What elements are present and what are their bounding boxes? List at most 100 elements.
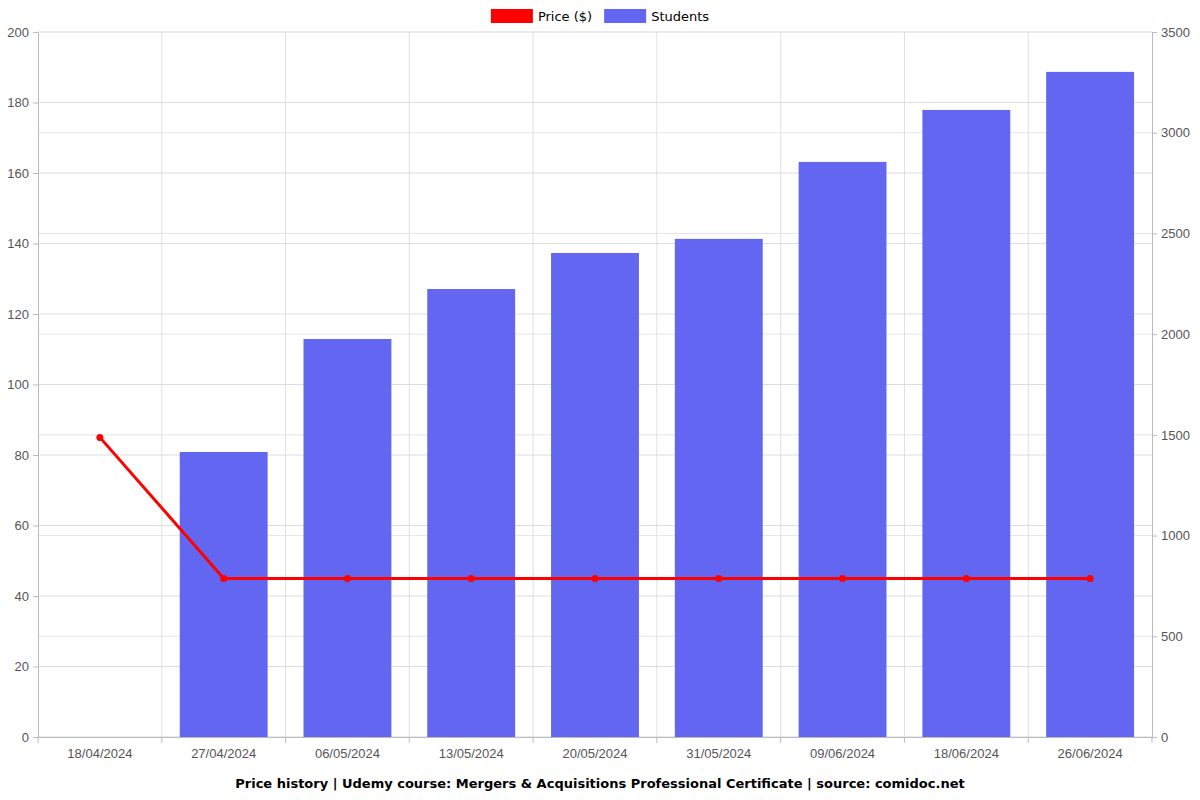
tick-mark: [33, 32, 38, 33]
tick: 120: [7, 307, 38, 322]
tick-mark: [33, 103, 38, 104]
grid: [38, 32, 1152, 737]
title: Price history | Udemy course: Mergers & …: [235, 776, 964, 791]
tick-label: 18/06/2024: [934, 746, 999, 761]
grid-line-vertical: [409, 32, 410, 737]
x-axis: 18/04/2024 27/04/2024 06/05/2024 13/05/2024…: [38, 737, 1153, 761]
grid-line: [38, 32, 1152, 33]
tick: 500: [1152, 629, 1183, 644]
tick-mark: [33, 596, 38, 597]
axis-line: [1153, 33, 1158, 738]
legend-label: Students: [651, 9, 709, 24]
tick-mark: [1028, 737, 1029, 743]
marker: [1087, 575, 1094, 582]
grid-line: [38, 102, 1152, 103]
tick-mark: [1152, 737, 1157, 738]
tick: 80: [15, 448, 38, 463]
tick-label: 20/05/2024: [562, 746, 627, 761]
tick-label: 20: [15, 659, 29, 674]
legend-item: Students: [604, 9, 709, 24]
bar: [427, 289, 515, 737]
grid-line-vertical: [161, 32, 162, 737]
chart: 0204060801001201401601802000500100015002…: [0, 0, 1200, 800]
plot: 0204060801001201401601802000500100015002…: [7, 25, 1190, 762]
tick-label: 31/05/2024: [686, 746, 751, 761]
grid-line-vertical: [904, 32, 905, 737]
tick: 1500: [1152, 428, 1190, 443]
legend-swatch: [491, 9, 533, 23]
tick-label: 120: [7, 307, 29, 322]
marker: [592, 575, 599, 582]
tick: 06/05/2024: [315, 737, 380, 761]
tick: 140: [7, 236, 38, 251]
tick-mark: [1152, 536, 1157, 537]
tick-label: 13/05/2024: [439, 746, 504, 761]
tick-mark: [33, 526, 38, 527]
marker: [220, 575, 227, 582]
tick-label: 06/05/2024: [315, 746, 380, 761]
axis-line: [33, 33, 39, 738]
tick-label: 1500: [1161, 428, 1190, 443]
tick-label: 18/04/2024: [67, 746, 132, 761]
grid-line-vertical: [780, 32, 781, 737]
tick: 100: [7, 377, 38, 392]
tick: 26/06/2024: [1058, 737, 1123, 761]
tick: 18/06/2024: [934, 737, 999, 761]
tick-label: 27/04/2024: [191, 746, 256, 761]
tick: 60: [15, 518, 38, 533]
bar: [922, 110, 1010, 737]
tick: 1000: [1152, 528, 1190, 543]
tick: 0: [22, 730, 38, 745]
tick-label: 80: [15, 448, 29, 463]
grid-line: [38, 32, 1152, 33]
tick: 2500: [1152, 226, 1190, 241]
tick-label: 0: [1161, 730, 1168, 745]
tick-mark: [1152, 133, 1157, 134]
tick-label: 140: [7, 236, 29, 251]
tick-mark: [1152, 737, 1153, 743]
marker: [839, 575, 846, 582]
tick-mark: [409, 737, 410, 743]
tick: 20: [15, 659, 38, 674]
tick: 13/05/2024: [439, 737, 504, 761]
tick: 31/05/2024: [686, 737, 751, 761]
tick: 0: [1152, 730, 1168, 745]
tick: 180: [7, 95, 38, 110]
tick-mark: [33, 667, 38, 668]
tick-label: 09/06/2024: [810, 746, 875, 761]
line: [100, 437, 1090, 578]
tick-mark: [285, 737, 286, 743]
tick-label: 100: [7, 377, 29, 392]
tick: 200: [7, 25, 38, 40]
bar: [180, 452, 268, 737]
tick: 27/04/2024: [191, 737, 256, 761]
tick-label: 180: [7, 95, 29, 110]
marker: [96, 434, 103, 441]
grid-line-vertical: [285, 32, 286, 737]
legend-label: Price ($): [538, 9, 592, 24]
tick-mark: [1152, 636, 1157, 637]
tick: 3500: [1152, 25, 1190, 40]
marker: [963, 575, 970, 582]
tick-label: 160: [7, 166, 29, 181]
tick-mark: [1152, 334, 1157, 335]
marker: [715, 575, 722, 582]
bar: [551, 253, 639, 737]
tick-label: 2500: [1161, 226, 1190, 241]
legend-item: Price ($): [491, 9, 592, 24]
tick: 3000: [1152, 125, 1190, 140]
legend-swatch: [604, 9, 646, 23]
tick: 160: [7, 166, 38, 181]
bar: [304, 339, 392, 737]
tick-label: 26/06/2024: [1058, 746, 1123, 761]
tick-label: 3000: [1161, 125, 1190, 140]
y2-axis: 0500100015002000250030003500: [1152, 25, 1190, 745]
tick-label: 500: [1161, 629, 1183, 644]
tick-mark: [161, 737, 162, 743]
tick-mark: [33, 385, 38, 386]
tick-mark: [1152, 233, 1157, 234]
tick-mark: [1152, 32, 1157, 33]
tick-label: 200: [7, 25, 29, 40]
tick-mark: [533, 737, 534, 743]
legend: Price ($) Students: [491, 9, 709, 24]
